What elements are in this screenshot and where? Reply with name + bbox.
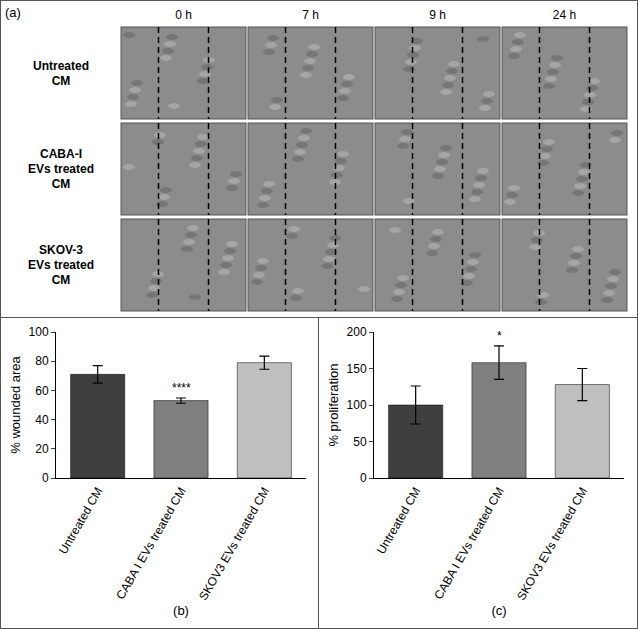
svg-text:% proliferation: % proliferation <box>326 363 341 446</box>
svg-text:% wounded area: % wounded area <box>8 355 23 453</box>
svg-text:SKOV3 EVs treated CM: SKOV3 EVs treated CM <box>196 485 272 603</box>
svg-text:7 h: 7 h <box>302 8 319 22</box>
svg-text:CM: CM <box>52 177 71 191</box>
svg-text:Untreated: Untreated <box>33 59 89 73</box>
svg-text:EVs treated: EVs treated <box>28 162 94 176</box>
svg-text:100: 100 <box>29 325 49 339</box>
svg-text:SKOV-3: SKOV-3 <box>39 243 83 257</box>
svg-text:50: 50 <box>353 435 367 449</box>
svg-text:(b): (b) <box>173 603 189 618</box>
svg-text:20: 20 <box>35 442 49 456</box>
svg-text:80: 80 <box>35 354 49 368</box>
svg-text:CM: CM <box>52 74 71 88</box>
svg-text:CABA I EVs treated CM: CABA I EVs treated CM <box>431 485 506 602</box>
svg-text:9 h: 9 h <box>429 8 446 22</box>
svg-text:200: 200 <box>347 325 367 339</box>
svg-text:60: 60 <box>35 384 49 398</box>
svg-text:24 h: 24 h <box>553 8 576 22</box>
svg-text:100: 100 <box>347 398 367 412</box>
svg-text:0: 0 <box>360 471 367 485</box>
svg-text:0 h: 0 h <box>175 8 192 22</box>
svg-text:EVs treated: EVs treated <box>28 258 94 272</box>
svg-text:(c): (c) <box>491 603 506 618</box>
svg-text:*: * <box>497 329 502 343</box>
svg-text:CM: CM <box>52 273 71 287</box>
svg-text:CABA-I: CABA-I <box>40 147 82 161</box>
svg-text:40: 40 <box>35 413 49 427</box>
svg-text:150: 150 <box>347 362 367 376</box>
svg-text:SKOV3 EVs treated CM: SKOV3 EVs treated CM <box>514 485 590 603</box>
svg-text:Untreated CM: Untreated CM <box>56 485 105 557</box>
svg-text:(a): (a) <box>5 5 21 20</box>
svg-text:****: **** <box>172 381 191 395</box>
svg-text:Untreated CM: Untreated CM <box>374 485 423 557</box>
svg-text:CABA I EVs treated CM: CABA I EVs treated CM <box>113 485 188 602</box>
svg-text:0: 0 <box>42 471 49 485</box>
